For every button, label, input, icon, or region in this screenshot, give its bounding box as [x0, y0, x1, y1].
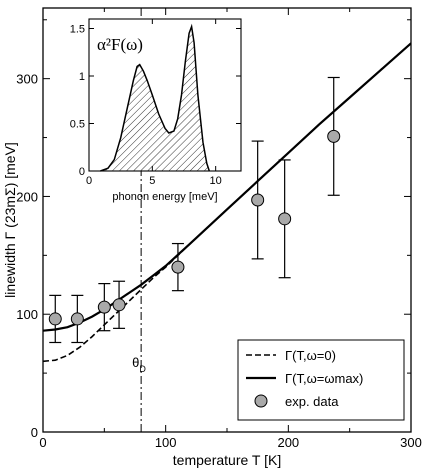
data-point: [48, 312, 62, 326]
legend-label-dashed: Γ(T,ω=0): [285, 348, 336, 363]
legend-box: [237, 339, 405, 421]
inset-x-axis-label: phonon energy [meV]: [112, 191, 217, 203]
legend-label-solid: Γ(T,ω=ωmax): [285, 371, 363, 386]
data-point: [112, 298, 126, 312]
y-tick-label: 100: [16, 307, 38, 322]
data-point: [278, 212, 292, 226]
inset-line: [100, 23, 211, 172]
inset-tick-labels: 0 5 10 0 0.5 1 1.5: [70, 24, 222, 188]
legend: Γ(T,ω=0) Γ(T,ω=ωmax) exp. data: [237, 339, 405, 421]
data-point: [251, 193, 265, 207]
x-tick-label: 200: [277, 435, 299, 450]
inset: 0 5 10 0 0.5 1 1.5 α²F(ω) phonon energy [meV]: [70, 18, 242, 203]
inset-x-tick-label: 0: [86, 175, 92, 187]
inset-y-tick-label: 0: [79, 166, 85, 178]
y-tick-label: 0: [31, 425, 38, 440]
data-point: [70, 312, 84, 326]
x-tick-label: 0: [39, 435, 46, 450]
inset-y-tick-label: 0.5: [70, 119, 85, 131]
inset-ticks: [88, 19, 241, 172]
inset-x-tick-label: 5: [149, 175, 155, 187]
y-axis-label: linewidth Γ (23mΣ) [meV]: [2, 142, 18, 298]
inset-area: [100, 26, 210, 171]
data-markers: [48, 129, 341, 326]
inset-x-tick-label: 10: [210, 175, 222, 187]
x-tick-label: 300: [400, 435, 422, 450]
main-ticks: [42, 8, 412, 433]
data-point: [171, 260, 185, 274]
y-tick-label: 200: [16, 189, 38, 204]
legend-label-marker: exp. data: [285, 394, 339, 409]
y-tick-label: 300: [16, 72, 38, 87]
x-tick-label: 100: [155, 435, 177, 450]
data-point: [327, 129, 341, 143]
inset-y-tick-label: 1.5: [70, 24, 85, 36]
legend-swatch-marker: [254, 394, 268, 408]
x-axis-label: temperature T [K]: [173, 452, 281, 468]
inset-y-tick-label: 1: [79, 71, 85, 83]
inset-title: α²F(ω): [97, 35, 143, 54]
data-point: [97, 300, 111, 314]
theta-d-label: θD: [132, 355, 146, 374]
series-line-dashed: [43, 42, 411, 363]
